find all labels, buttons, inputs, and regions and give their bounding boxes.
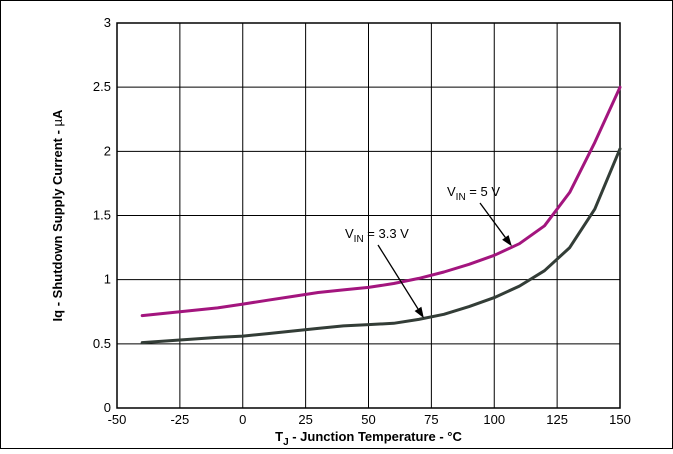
x-axis-title: TJ - Junction Temperature - °C — [275, 429, 462, 448]
annotation-main: V — [345, 226, 354, 241]
y-axis-title-pre: Iq - Shutdown Supply Current - — [50, 126, 65, 321]
y-tick-label: 2 — [104, 143, 111, 158]
x-tick-label: -50 — [108, 412, 127, 427]
x-tick-label: 100 — [483, 412, 505, 427]
series-line — [140, 147, 622, 345]
annotation-rest: = 3.3 V — [364, 226, 409, 241]
gridlines — [116, 22, 621, 409]
x-tick-label: 125 — [546, 412, 568, 427]
y-tick-label: 0 — [104, 400, 111, 415]
y-tick-labels: 0 0.5 1 1.5 2 2.5 3 — [93, 15, 111, 415]
x-tick-label: 0 — [239, 412, 246, 427]
x-axis-title-main: T — [275, 429, 283, 444]
x-axis-title-sub: J — [283, 437, 289, 448]
series-lines — [140, 85, 622, 345]
annotation-main: V — [447, 184, 456, 199]
x-tick-label: 150 — [609, 412, 631, 427]
y-axis-title-post: A — [50, 109, 65, 119]
x-tick-label: -25 — [170, 412, 189, 427]
annotation-sub: IN — [354, 234, 364, 245]
x-axis-title-rest: - Junction Temperature - °C — [289, 429, 463, 444]
y-tick-label: 3 — [104, 15, 111, 30]
annotation-rest: = 5 V — [466, 184, 501, 199]
annotation-sub: IN — [456, 192, 466, 203]
y-tick-label: 2.5 — [93, 79, 111, 94]
y-axis-title: Iq - Shutdown Supply Current - µA — [50, 109, 65, 321]
annotation-arrow-shaft — [377, 244, 419, 310]
annotation-arrow-shaft — [479, 202, 506, 238]
annotation-arrow-head — [502, 235, 512, 247]
x-tick-label: 75 — [424, 412, 438, 427]
series-line — [140, 85, 622, 318]
annotation-arrow-head — [414, 306, 424, 319]
x-tick-label: 25 — [298, 412, 312, 427]
x-tick-label: 50 — [361, 412, 375, 427]
x-tick-labels: -50 -25 0 25 50 75 100 125 150 — [108, 412, 631, 427]
plot-area — [116, 22, 621, 409]
y-tick-label: 0.5 — [93, 336, 111, 351]
annotation-label: VIN = 5 V — [447, 184, 500, 203]
y-tick-label: 1.5 — [93, 208, 111, 223]
y-axis-title-mu: µ — [50, 118, 65, 126]
y-tick-label: 1 — [104, 272, 111, 287]
annotation-label: VIN = 3.3 V — [345, 226, 409, 245]
